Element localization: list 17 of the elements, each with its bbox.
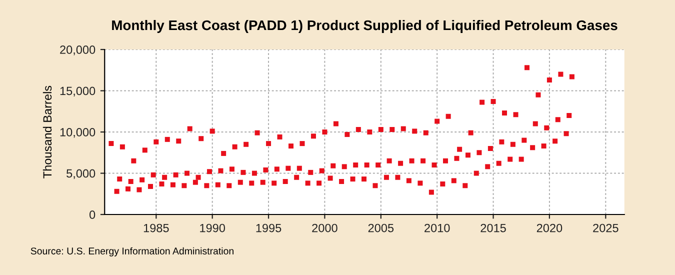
chart-title: Monthly East Coast (PADD 1) Product Supplied of Liquified Petroleum Gases	[112, 20, 618, 33]
y-axis-title: Thousand Barrels	[42, 86, 52, 178]
y-tick-label: 20,000	[60, 46, 96, 56]
y-tick-label: 10,000	[60, 128, 96, 138]
x-tick-label: 2000	[312, 224, 338, 232]
x-tick-label: 2025	[593, 224, 618, 232]
x-tick-label: 1990	[200, 224, 226, 232]
x-tick-label: 2020	[536, 224, 562, 232]
y-tick-label: 15,000	[60, 86, 96, 97]
source-note: Source: U.S. Energy Information Administration	[30, 247, 234, 256]
y-tick-label: 0	[89, 210, 96, 219]
x-tick-label: 2015	[480, 224, 506, 232]
x-tick-label: 2005	[368, 224, 394, 232]
x-tick-label: 2010	[424, 224, 450, 232]
y-tick-label: 5,000	[66, 169, 96, 180]
x-tick-label: 1985	[144, 224, 169, 232]
x-tick-label: 1995	[256, 224, 282, 232]
